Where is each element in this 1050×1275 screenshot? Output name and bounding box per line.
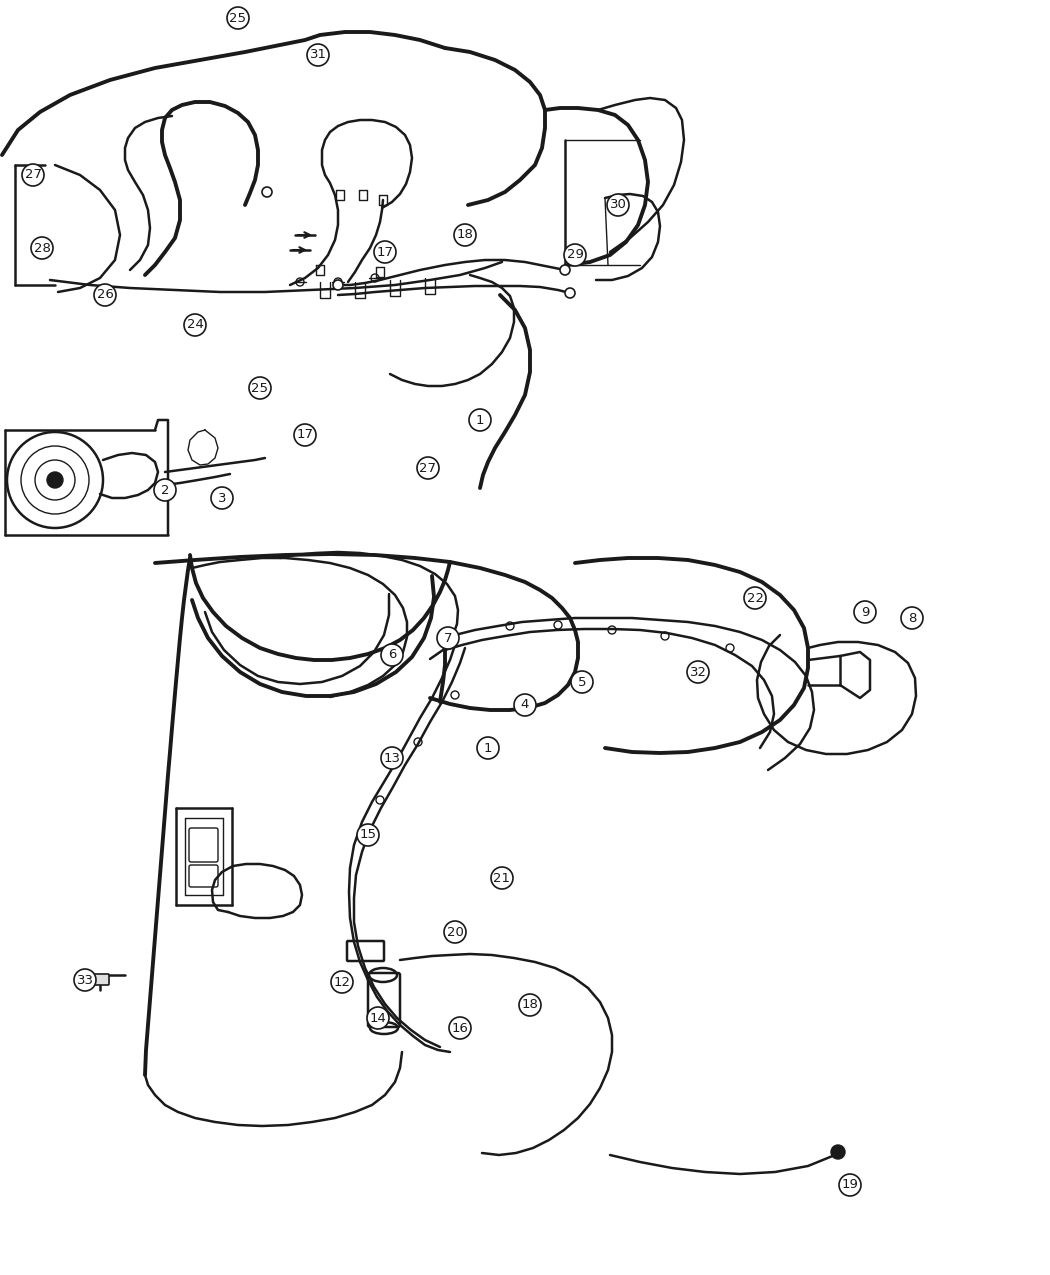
Circle shape	[211, 487, 233, 509]
Circle shape	[74, 969, 96, 991]
Text: 28: 28	[34, 241, 50, 255]
Text: 32: 32	[690, 666, 707, 678]
Circle shape	[331, 972, 353, 993]
Circle shape	[839, 1174, 861, 1196]
Text: 24: 24	[187, 319, 204, 332]
Text: 18: 18	[457, 228, 474, 241]
Circle shape	[154, 479, 176, 501]
Circle shape	[381, 644, 403, 666]
Text: 33: 33	[77, 974, 93, 987]
Circle shape	[374, 241, 396, 263]
Circle shape	[449, 1017, 471, 1039]
Text: 16: 16	[452, 1021, 468, 1034]
Circle shape	[477, 737, 499, 759]
Circle shape	[454, 224, 476, 246]
Circle shape	[294, 425, 316, 446]
Circle shape	[607, 194, 629, 215]
Circle shape	[333, 280, 343, 289]
Circle shape	[491, 867, 513, 889]
Circle shape	[469, 409, 491, 431]
Text: 9: 9	[861, 606, 869, 618]
Circle shape	[47, 472, 63, 488]
Circle shape	[307, 45, 329, 66]
Circle shape	[565, 288, 575, 298]
Circle shape	[32, 237, 52, 259]
Text: 7: 7	[444, 631, 453, 644]
Circle shape	[94, 284, 116, 306]
Text: 15: 15	[359, 829, 377, 842]
Text: 12: 12	[334, 975, 351, 988]
Text: 29: 29	[567, 249, 584, 261]
Circle shape	[381, 747, 403, 769]
Text: 3: 3	[217, 491, 226, 505]
Circle shape	[854, 601, 876, 623]
Circle shape	[357, 824, 379, 847]
Text: 8: 8	[908, 612, 917, 625]
Text: 27: 27	[24, 168, 42, 181]
Text: 20: 20	[446, 926, 463, 938]
Text: 27: 27	[420, 462, 437, 474]
Text: 31: 31	[310, 48, 327, 61]
Circle shape	[417, 456, 439, 479]
Text: 18: 18	[522, 998, 539, 1011]
Text: 17: 17	[377, 246, 394, 259]
Text: 17: 17	[296, 428, 314, 441]
Circle shape	[519, 994, 541, 1016]
Circle shape	[571, 671, 593, 694]
Circle shape	[687, 660, 709, 683]
Circle shape	[262, 187, 272, 198]
Text: 19: 19	[841, 1178, 859, 1192]
Text: 25: 25	[230, 11, 247, 24]
Circle shape	[564, 244, 586, 266]
Text: 14: 14	[370, 1011, 386, 1025]
Text: 2: 2	[161, 483, 169, 496]
Circle shape	[368, 1007, 388, 1029]
Circle shape	[249, 377, 271, 399]
Circle shape	[437, 627, 459, 649]
Circle shape	[514, 694, 536, 717]
Text: 6: 6	[387, 649, 396, 662]
Circle shape	[744, 586, 766, 609]
Text: 25: 25	[252, 381, 269, 394]
Text: 21: 21	[494, 872, 510, 885]
Circle shape	[901, 607, 923, 629]
FancyBboxPatch shape	[91, 974, 109, 986]
Text: 30: 30	[610, 199, 627, 212]
Text: 1: 1	[484, 742, 492, 755]
Circle shape	[560, 265, 570, 275]
Text: 26: 26	[97, 288, 113, 301]
Circle shape	[22, 164, 44, 186]
Circle shape	[227, 6, 249, 29]
Text: 13: 13	[383, 751, 400, 765]
Circle shape	[444, 921, 466, 944]
Text: 22: 22	[747, 592, 763, 604]
Circle shape	[184, 314, 206, 337]
Text: 5: 5	[578, 676, 586, 688]
Text: 1: 1	[476, 413, 484, 427]
Text: 4: 4	[521, 699, 529, 711]
Circle shape	[831, 1145, 845, 1159]
